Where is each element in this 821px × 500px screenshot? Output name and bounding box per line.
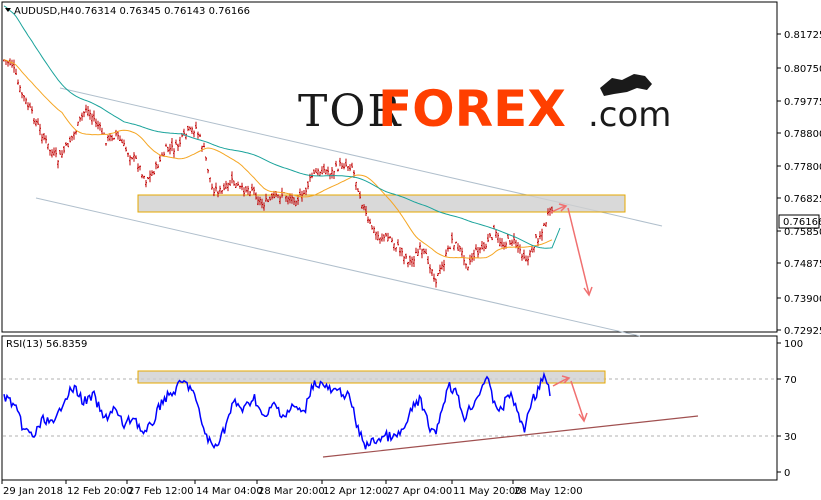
time-tick-label: 12 Feb 20:00 [67,486,133,497]
time-tick-label: 27 Feb 12:00 [128,486,194,497]
current-price-marker: 0.76166 [778,214,821,229]
time-tick-label: 29 Jan 2018 [3,486,63,497]
price-pane[interactable] [1,1,778,333]
svg-text:TOR: TOR [298,86,403,137]
svg-text:AUDUSD,H4: AUDUSD,H4 [14,6,74,17]
time-tick-label: 11 May 20:00 [453,486,522,497]
price-tick-label: 0.76825 [784,194,821,205]
torforex-logo: TOR FOREX .com [298,74,671,138]
rsi-resistance-zone [137,370,606,384]
forecast-arrows [548,203,593,297]
time-tick-label: 28 May 12:00 [514,486,583,497]
time-tick-label: 28 Mar 20:00 [258,486,325,497]
chevron-down-icon [5,8,11,12]
svg-text:FOREX: FOREX [378,80,566,138]
rsi-pane[interactable] [1,335,778,481]
rsi-support-line [322,415,699,458]
moving-average-fast [3,59,553,259]
chart-header: AUDUSD,H4 0.76314 0.76345 0.76143 0.7616… [5,6,250,17]
rsi-tick-label: 0 [784,468,790,479]
price-tick-label: 0.74875 [784,259,821,270]
rsi-tick-label: 70 [784,375,797,386]
rsi-tick-label: 30 [784,432,797,443]
rsi-forecast-arrows [552,375,588,423]
price-tick-label: 0.79775 [784,97,821,108]
svg-text:.com: .com [588,95,671,135]
rsi-tick-label: 100 [784,339,803,350]
channel-lower-line [35,197,641,337]
time-tick-label: 27 Apr 04:00 [387,486,452,497]
svg-text:0.76314 0.76345 0.76143 0.7616: 0.76314 0.76345 0.76143 0.76166 [75,6,250,17]
moving-average-slow [3,5,561,249]
bull-icon [600,74,652,96]
price-tick-label: 0.81725 [784,30,821,41]
svg-text:RSI(13) 56.8359: RSI(13) 56.8359 [6,339,87,350]
time-tick-label: 14 Mar 04:00 [196,486,263,497]
rsi-line [3,371,551,450]
price-tick-label: 0.72925 [784,326,821,337]
rsi-axis: 100 70 30 0 [777,339,803,479]
rsi-header: RSI(13) 56.8359 [6,339,87,350]
time-tick-label: 12 Apr 12:00 [323,486,388,497]
svg-text:0.76166: 0.76166 [783,217,821,228]
price-bars [3,58,553,288]
